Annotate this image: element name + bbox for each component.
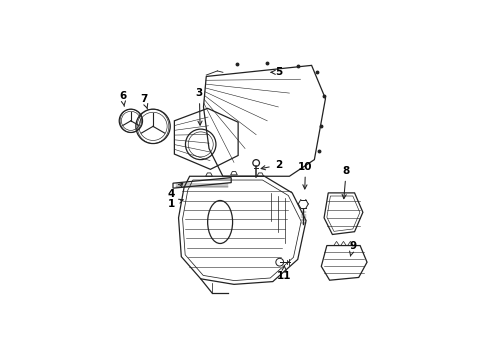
Text: 6: 6 — [119, 91, 126, 107]
Text: 3: 3 — [195, 88, 203, 125]
Text: 4: 4 — [167, 183, 183, 199]
Text: 10: 10 — [298, 162, 312, 189]
Text: 5: 5 — [270, 67, 282, 77]
Text: 1: 1 — [168, 199, 183, 209]
Text: 11: 11 — [276, 265, 290, 281]
Text: 2: 2 — [261, 160, 282, 170]
Text: 9: 9 — [349, 240, 356, 256]
Text: 7: 7 — [140, 94, 147, 109]
Text: 8: 8 — [342, 166, 349, 199]
